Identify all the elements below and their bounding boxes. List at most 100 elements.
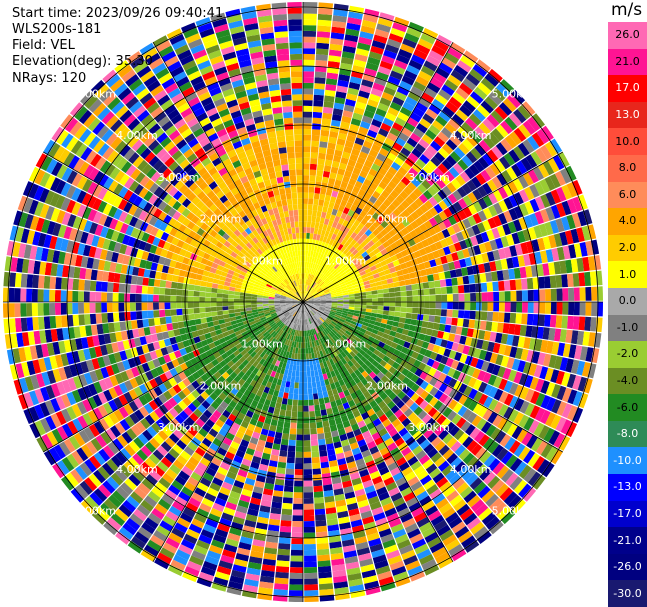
velocity-gate	[464, 257, 473, 267]
velocity-gate	[462, 138, 474, 151]
velocity-gate	[289, 434, 297, 441]
velocity-gate	[211, 315, 219, 322]
velocity-gate	[365, 291, 372, 296]
velocity-gate	[399, 312, 407, 318]
velocity-gate	[334, 242, 341, 249]
velocity-gate	[550, 449, 563, 465]
velocity-gate	[26, 288, 33, 302]
velocity-gate	[279, 409, 286, 416]
velocity-gate	[95, 313, 103, 324]
velocity-gate	[331, 306, 338, 310]
velocity-gate	[323, 287, 329, 292]
velocity-gate	[130, 320, 138, 330]
velocity-gate	[478, 122, 491, 136]
velocity-gate	[513, 412, 524, 426]
velocity-gate	[352, 212, 360, 220]
velocity-gate	[421, 341, 430, 349]
velocity-gate	[582, 209, 593, 225]
velocity-gate	[303, 42, 316, 49]
velocity-gate	[206, 316, 213, 323]
velocity-gate	[463, 310, 471, 319]
velocity-gate	[347, 17, 362, 26]
velocity-gate	[326, 317, 332, 323]
velocity-gate	[72, 290, 79, 302]
velocity-gate	[437, 221, 447, 231]
velocity-gate	[372, 258, 380, 265]
velocity-gate	[312, 263, 316, 269]
velocity-gate	[306, 293, 312, 298]
velocity-gate	[422, 314, 430, 322]
velocity-gate	[548, 327, 556, 341]
velocity-gate	[363, 178, 372, 187]
velocity-gate	[325, 237, 331, 244]
velocity-gate	[364, 221, 373, 229]
velocity-gate	[331, 233, 337, 241]
velocity-gate	[332, 108, 343, 116]
velocity-gate	[124, 293, 131, 302]
velocity-gate	[508, 268, 516, 280]
velocity-gate	[328, 177, 336, 185]
velocity-gate	[572, 196, 583, 212]
velocity-gate	[378, 341, 386, 348]
velocity-gate	[532, 277, 540, 289]
velocity-gate	[303, 290, 306, 297]
velocity-gate	[545, 382, 556, 397]
velocity-gate	[577, 211, 587, 227]
velocity-gate	[307, 388, 313, 395]
velocity-gate	[354, 251, 362, 259]
velocity-gate	[406, 117, 419, 128]
velocity-gate	[338, 278, 344, 284]
velocity-gate	[256, 297, 263, 300]
velocity-gate	[413, 359, 422, 368]
velocity-gate	[311, 215, 317, 223]
velocity-gate	[349, 302, 355, 305]
velocity-gate	[330, 293, 337, 296]
velocity-gate	[375, 317, 382, 323]
velocity-gate	[421, 92, 435, 104]
velocity-gate	[458, 293, 465, 302]
velocity-gate	[403, 341, 411, 349]
velocity-gate	[78, 291, 84, 302]
velocity-gate	[408, 167, 419, 178]
velocity-gate	[329, 196, 337, 204]
velocity-gate	[474, 126, 487, 140]
velocity-gate	[316, 287, 322, 292]
velocity-gate	[413, 81, 427, 92]
velocity-gate	[421, 254, 429, 263]
velocity-gate	[436, 34, 452, 47]
velocity-gate	[453, 260, 461, 269]
velocity-gate	[306, 285, 310, 292]
velocity-gate	[408, 357, 417, 365]
velocity-gate	[404, 232, 413, 241]
velocity-gate	[313, 94, 324, 102]
velocity-gate	[303, 463, 312, 470]
velocity-gate	[380, 337, 388, 344]
velocity-gate	[497, 186, 509, 199]
velocity-gate	[423, 308, 430, 315]
velocity-gate	[317, 19, 332, 27]
velocity-gate	[341, 287, 348, 292]
velocity-gate	[424, 245, 433, 254]
velocity-gate	[524, 375, 534, 388]
velocity-gate	[429, 171, 440, 182]
velocity-gate	[506, 257, 514, 269]
velocity-gate	[444, 122, 457, 135]
velocity-gate	[466, 266, 474, 276]
velocity-gate	[521, 431, 533, 446]
velocity-gate	[369, 265, 377, 272]
velocity-gate	[322, 391, 329, 398]
velocity-gate	[382, 310, 390, 316]
velocity-gate	[473, 348, 482, 359]
velocity-gate	[61, 315, 68, 328]
velocity-gate	[303, 509, 315, 516]
velocity-gate	[364, 284, 371, 289]
velocity-gate	[430, 140, 442, 152]
velocity-gate	[313, 485, 323, 493]
velocity-gate	[352, 142, 363, 151]
velocity-gate	[433, 136, 446, 148]
velocity-gate	[439, 279, 447, 287]
velocity-gate	[304, 284, 306, 291]
velocity-gate	[488, 91, 503, 106]
velocity-gate	[333, 316, 340, 321]
